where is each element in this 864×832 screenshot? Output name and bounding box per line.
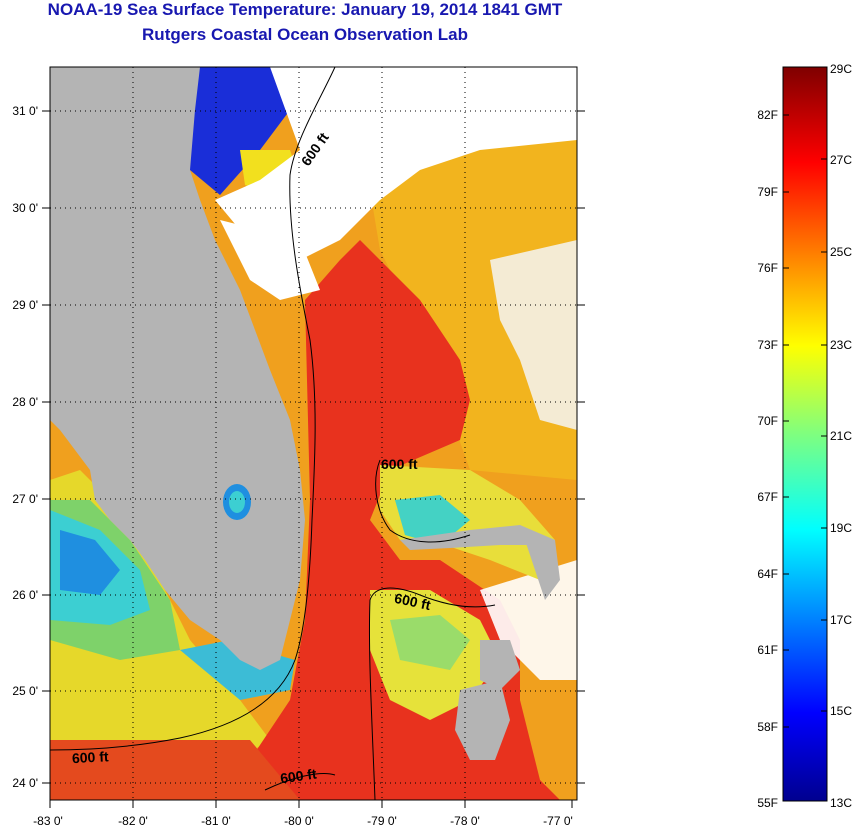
lon-label: -83 0' [33, 814, 63, 828]
florida-land [50, 67, 305, 670]
lat-label: 25 0' [12, 684, 38, 698]
colorbar-c-label: 23C [830, 338, 853, 352]
colorbar-c-label: 29C [830, 62, 853, 76]
lon-label: -77 0' [543, 814, 573, 828]
lon-label: -80 0' [284, 814, 314, 828]
lat-label: 31 0' [12, 104, 38, 118]
lon-label: -78 0' [450, 814, 480, 828]
colorbar-f-label: 64F [757, 567, 778, 581]
colorbar-f-label: 73F [757, 338, 778, 352]
lat-label: 26 0' [12, 588, 38, 602]
lat-label: 28 0' [12, 395, 38, 409]
colorbar-f-label: 70F [757, 414, 778, 428]
axis-ticks [42, 110, 585, 808]
temperature-colorbar [782, 66, 828, 802]
lon-label: -79 0' [367, 814, 397, 828]
colorbar-f-label: 79F [757, 185, 778, 199]
lon-label: -81 0' [201, 814, 231, 828]
lat-label: 24 0' [12, 776, 38, 790]
colorbar-c-label: 17C [830, 613, 853, 627]
abaco-land [520, 525, 560, 600]
grand-bahama-land [400, 525, 540, 550]
colorbar-c-label: 13C [830, 796, 853, 810]
colorbar-f-label: 67F [757, 490, 778, 504]
colorbar-f-label: 76F [757, 261, 778, 275]
depth-contour-600ft [49, 66, 496, 801]
sst-image [50, 67, 577, 800]
colorbar-f-label: 61F [757, 643, 778, 657]
lat-label: 27 0' [12, 492, 38, 506]
lat-label: 29 0' [12, 298, 38, 312]
map-subtitle: Rutgers Coastal Ocean Observation Lab [142, 25, 468, 44]
andros-land [455, 680, 510, 760]
colorbar-c-label: 27C [830, 153, 853, 167]
colorbar-f-label: 55F [757, 796, 778, 810]
colorbar-c-label: 25C [830, 245, 853, 259]
colorbar-f-label: 58F [757, 720, 778, 734]
contour-label-south: 600 ft [279, 765, 318, 786]
colorbar-c-label: 15C [830, 704, 853, 718]
lat-lon-grid [50, 67, 577, 800]
contour-label-bank: 600 ft [393, 590, 432, 613]
colorbar-c-label: 19C [830, 521, 853, 535]
colorbar-f-label: 82F [757, 108, 778, 122]
lat-label: 30 0' [12, 201, 38, 215]
colorbar-c-label: 21C [830, 429, 853, 443]
colorbar-ticks [783, 114, 827, 728]
contour-label-bahamas: 600 ft [381, 456, 418, 472]
map-frame [49, 66, 578, 801]
lon-label: -82 0' [118, 814, 148, 828]
map-title: NOAA-19 Sea Surface Temperature: January… [47, 0, 563, 19]
contour-label-west: 600 ft [72, 748, 110, 766]
